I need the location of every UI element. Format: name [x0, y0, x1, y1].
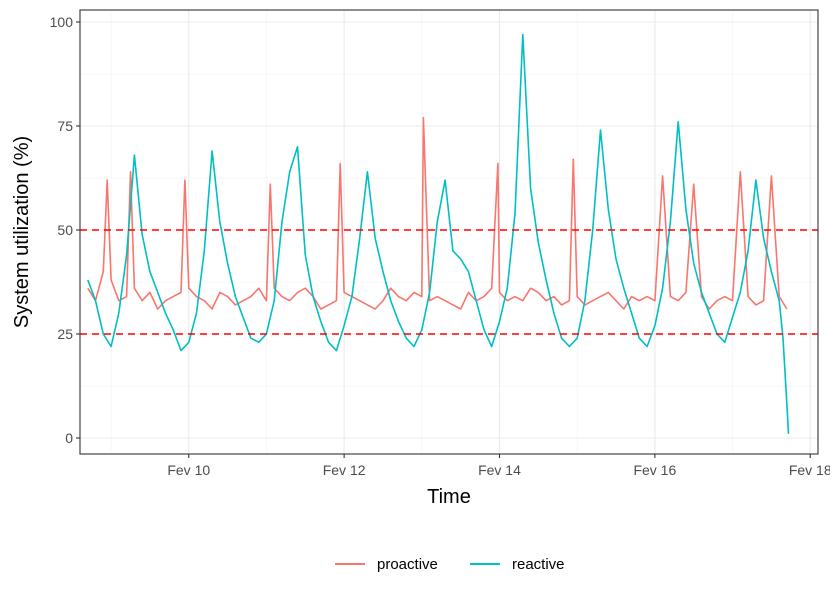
y-tick-label-25: 25 — [57, 326, 73, 342]
y-tick-label-100: 100 — [50, 14, 74, 30]
y-axis-title: System utilization (%) — [11, 136, 33, 328]
plot-panel — [80, 10, 818, 454]
y-tick-label-0: 0 — [65, 430, 73, 446]
legend-label-reactive: reactive — [512, 556, 565, 573]
series-layer — [87, 33, 790, 434]
x-tick-label-18: Fev 18 — [789, 462, 830, 478]
legend-label-proactive: proactive — [377, 556, 438, 573]
y-axis: 0 25 50 75 100 — [50, 14, 80, 446]
y-tick-label-75: 75 — [57, 118, 73, 134]
x-axis: Fev 10 Fev 12 Fev 14 Fev 16 Fev 18 — [167, 454, 830, 478]
x-tick-label-14: Fev 14 — [478, 462, 521, 478]
plot-border — [79, 9, 819, 455]
grid-minor — [80, 10, 818, 454]
series-line-proactive — [87, 116, 788, 310]
x-tick-label-16: Fev 16 — [633, 462, 676, 478]
legend: proactive reactive — [335, 556, 565, 573]
x-axis-title: Time — [427, 486, 471, 508]
x-tick-label-10: Fev 10 — [167, 462, 210, 478]
y-tick-label-50: 50 — [57, 222, 73, 238]
x-tick-label-12: Fev 12 — [323, 462, 366, 478]
series-line-reactive — [87, 33, 790, 434]
reference-lines — [80, 229, 818, 335]
